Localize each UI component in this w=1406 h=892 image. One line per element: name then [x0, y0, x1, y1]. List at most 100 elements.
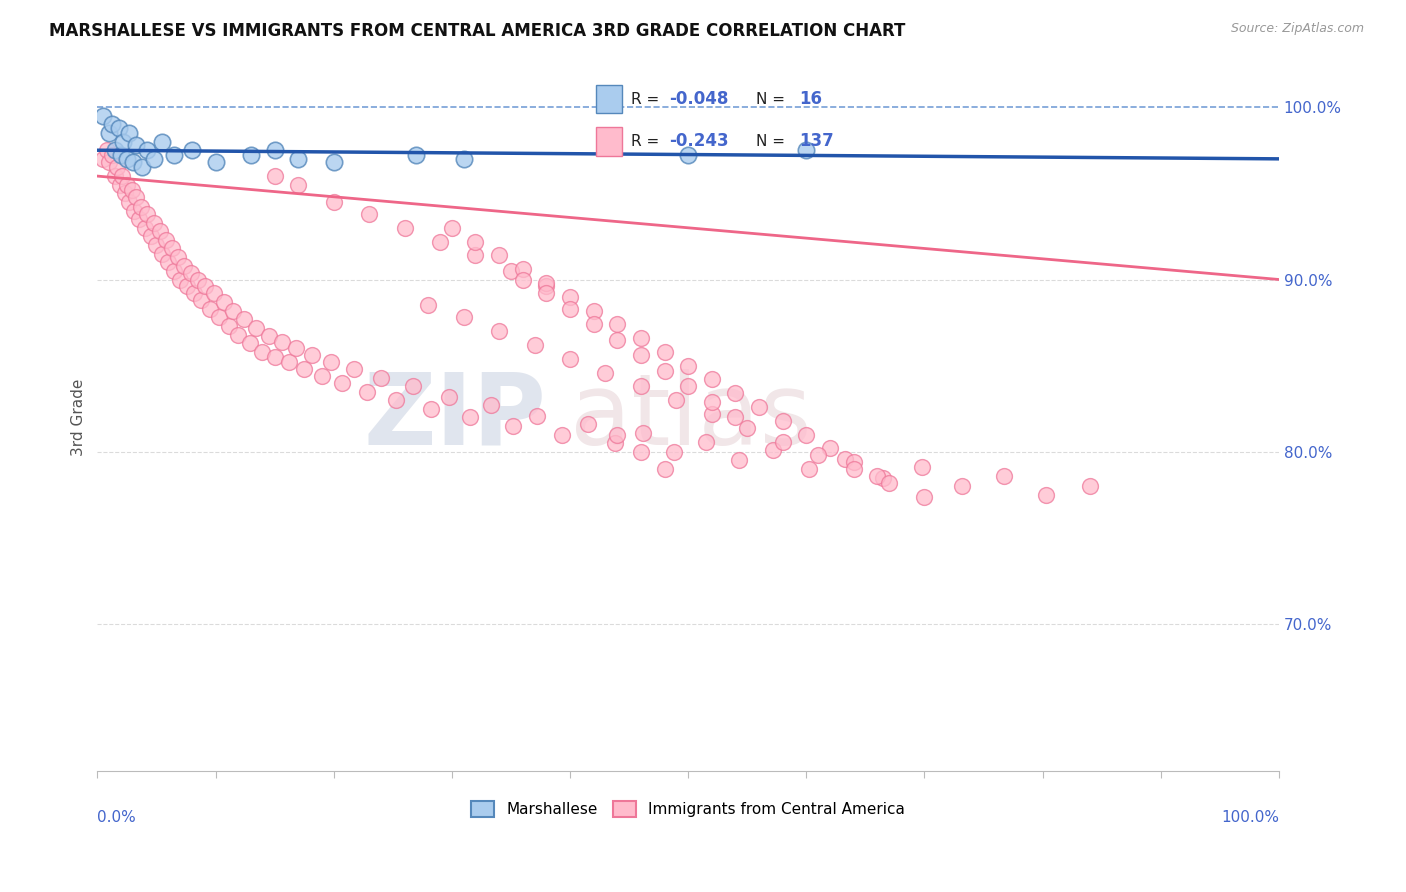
- Point: [654, 462, 676, 476]
- Point: [558, 290, 581, 304]
- Point: [512, 262, 534, 277]
- Point: [536, 276, 558, 290]
- Point: [700, 372, 723, 386]
- Point: [464, 248, 486, 262]
- Point: [136, 143, 159, 157]
- Point: [665, 393, 688, 408]
- Point: [311, 369, 333, 384]
- Point: [121, 155, 143, 169]
- Point: [136, 207, 159, 221]
- Point: [551, 427, 574, 442]
- Point: [439, 390, 461, 404]
- Point: [772, 414, 794, 428]
- Point: [631, 425, 654, 440]
- Point: [100, 117, 122, 131]
- Point: [464, 235, 486, 249]
- Point: [676, 359, 699, 373]
- Point: [724, 386, 747, 401]
- Point: [834, 451, 856, 466]
- Text: atlas: atlas: [569, 369, 811, 466]
- Point: [180, 143, 202, 157]
- Point: [218, 319, 240, 334]
- Point: [654, 344, 676, 359]
- Point: [356, 384, 378, 399]
- Point: [385, 393, 408, 408]
- Point: [91, 109, 114, 123]
- Point: [222, 303, 245, 318]
- Point: [630, 331, 652, 345]
- Point: [558, 301, 581, 316]
- Point: [121, 183, 143, 197]
- Point: [488, 248, 510, 262]
- Point: [872, 471, 894, 485]
- Point: [728, 453, 751, 467]
- Point: [198, 301, 221, 316]
- Point: [284, 342, 307, 356]
- Point: [877, 475, 900, 490]
- Point: [993, 469, 1015, 483]
- Point: [700, 407, 723, 421]
- Point: [1035, 488, 1057, 502]
- Point: [118, 194, 141, 209]
- Point: [595, 366, 617, 380]
- Point: [700, 395, 723, 409]
- Point: [662, 445, 685, 459]
- Point: [866, 469, 889, 483]
- Point: [676, 148, 699, 162]
- Point: [523, 338, 546, 352]
- Text: MARSHALLESE VS IMMIGRANTS FROM CENTRAL AMERICA 3RD GRADE CORRELATION CHART: MARSHALLESE VS IMMIGRANTS FROM CENTRAL A…: [49, 22, 905, 40]
- Point: [606, 333, 628, 347]
- Point: [676, 379, 699, 393]
- Point: [606, 427, 628, 442]
- Point: [118, 126, 141, 140]
- Point: [187, 272, 209, 286]
- Point: [96, 143, 118, 157]
- Point: [762, 443, 785, 458]
- Point: [807, 448, 830, 462]
- Point: [321, 355, 343, 369]
- Point: [797, 462, 820, 476]
- Point: [818, 442, 841, 456]
- Point: [536, 286, 558, 301]
- Point: [394, 220, 416, 235]
- Point: [724, 410, 747, 425]
- Point: [183, 286, 205, 301]
- Point: [125, 138, 148, 153]
- Point: [143, 152, 166, 166]
- Point: [263, 143, 285, 157]
- Point: [630, 348, 652, 362]
- Point: [204, 155, 226, 169]
- Point: [330, 376, 353, 390]
- Point: [418, 298, 440, 312]
- Point: [145, 238, 167, 252]
- Point: [125, 190, 148, 204]
- Point: [322, 194, 344, 209]
- Point: [143, 216, 166, 230]
- Point: [150, 246, 173, 260]
- Point: [139, 229, 162, 244]
- Point: [794, 427, 817, 442]
- Point: [842, 462, 865, 476]
- Point: [160, 242, 183, 256]
- Point: [208, 310, 231, 325]
- Point: [128, 212, 150, 227]
- Text: Source: ZipAtlas.com: Source: ZipAtlas.com: [1230, 22, 1364, 36]
- Point: [107, 120, 129, 135]
- Point: [232, 312, 254, 326]
- Point: [287, 178, 309, 192]
- Point: [149, 224, 172, 238]
- Point: [911, 460, 934, 475]
- Point: [287, 152, 309, 166]
- Point: [226, 327, 249, 342]
- Point: [440, 220, 463, 235]
- Point: [772, 434, 794, 449]
- Point: [173, 259, 195, 273]
- Point: [263, 350, 285, 364]
- Point: [502, 419, 524, 434]
- Point: [98, 126, 121, 140]
- Point: [370, 370, 392, 384]
- Point: [157, 255, 180, 269]
- Point: [131, 161, 153, 175]
- Point: [134, 220, 156, 235]
- Point: [748, 400, 770, 414]
